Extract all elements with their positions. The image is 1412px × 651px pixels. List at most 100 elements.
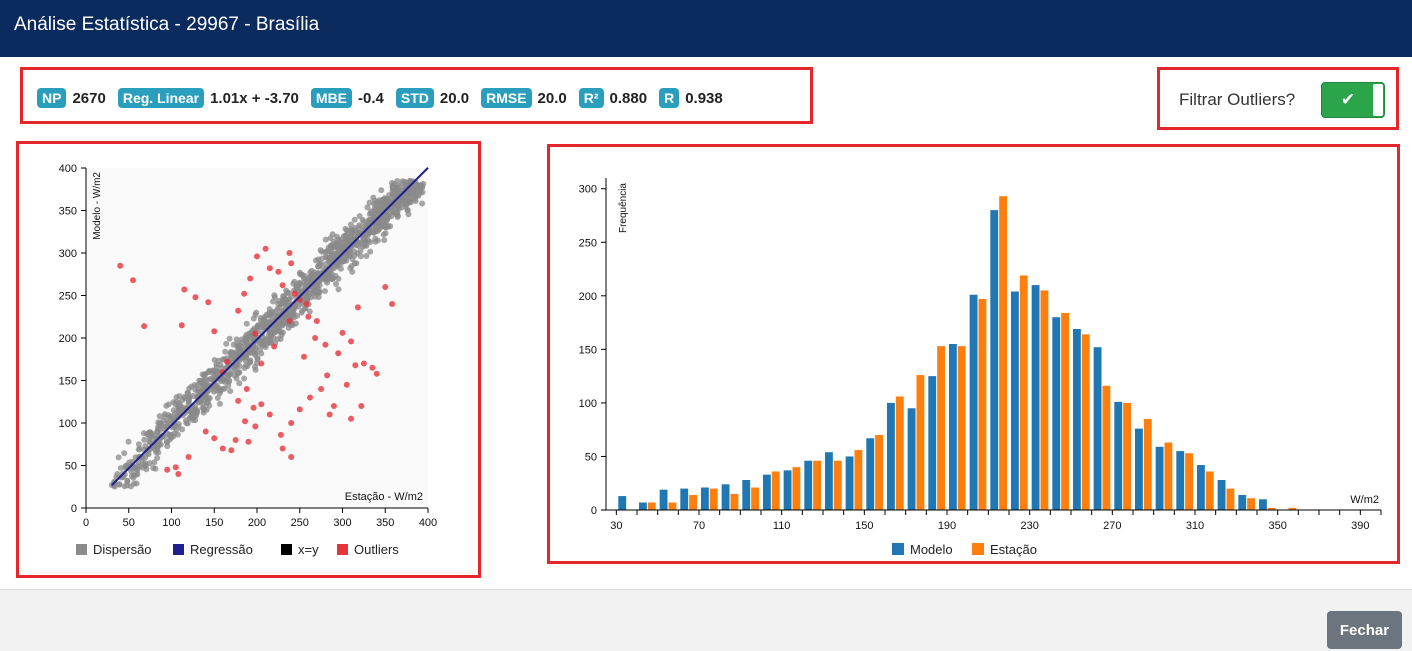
bar-estacao [1288, 507, 1297, 510]
y-tick-label: 300 [579, 184, 597, 196]
bar-modelo [762, 474, 771, 510]
bar-modelo [742, 480, 751, 510]
outlier-point [258, 401, 265, 408]
bar-estacao [1102, 385, 1111, 510]
histogram-chart: 0 50 100 150 200 250 300 30 70 110 150 190 230 270 310… [579, 178, 1382, 557]
x-tick-label: 150 [855, 520, 873, 532]
outlier-point [164, 466, 171, 473]
scatter-point [139, 459, 146, 466]
scatter-point [295, 281, 302, 288]
scatter-point [322, 236, 329, 243]
outlier-point [219, 445, 226, 452]
outlier-point [275, 268, 282, 275]
scatter-point [315, 263, 322, 270]
scatter-point [353, 260, 360, 267]
close-button[interactable]: Fechar [1327, 611, 1402, 649]
scatter-point [236, 369, 243, 376]
outlier-point [141, 323, 148, 330]
x-tick-label: 50 [123, 517, 135, 529]
bar-estacao [647, 502, 656, 510]
np-value: 2670 [72, 89, 106, 107]
y-tick-label: 100 [579, 398, 597, 410]
bar-modelo [1031, 285, 1040, 510]
scatter-point [192, 412, 199, 419]
scatter-point [357, 247, 364, 254]
scatter-point [236, 380, 243, 387]
scatter-point [296, 269, 303, 276]
scatter-point [378, 187, 385, 194]
bar-modelo [1258, 499, 1267, 510]
r-value: 0.938 [685, 89, 723, 107]
legend-swatch [76, 544, 87, 555]
scatter-point [335, 246, 342, 253]
bar-modelo [783, 470, 792, 510]
scatter-point [252, 366, 259, 373]
scatter-point [135, 441, 142, 448]
scatter-point [407, 177, 414, 184]
outlier-point [211, 328, 218, 335]
legend-swatch [173, 544, 184, 555]
y-tick-label: 200 [579, 291, 597, 303]
x-tick-label: 200 [248, 517, 266, 529]
outlier-point [175, 471, 182, 477]
outlier-point [339, 329, 346, 336]
scatter-point [222, 348, 229, 355]
r-badge: R [659, 88, 680, 108]
outlier-point [232, 437, 239, 443]
legend-swatch [972, 543, 984, 555]
rmse-badge: RMSE [481, 88, 532, 108]
outlier-point [262, 245, 269, 252]
outlier-point [348, 338, 355, 345]
scatter-point [163, 438, 170, 445]
scatter-point [186, 394, 193, 401]
scatter-point [333, 280, 340, 287]
scatter-point [275, 297, 282, 304]
outlier-point [360, 360, 367, 367]
scatter-point [115, 454, 122, 461]
bar-modelo [638, 502, 647, 510]
bar-estacao [854, 450, 863, 510]
bar-estacao [1185, 453, 1194, 510]
scatter-panel: 0 50 100 150 200 250 300 350 400 0 50 100 150 200 250 3… [16, 141, 481, 578]
y-tick-label: 250 [579, 237, 597, 249]
scatter-point [254, 356, 261, 363]
legend-label: Dispersão [93, 542, 152, 557]
bar-estacao [1205, 471, 1214, 510]
legend-swatch [281, 544, 292, 555]
scatter-point [274, 305, 281, 312]
scatter-point [141, 436, 148, 443]
scatter-point [202, 376, 209, 383]
outlier-point [277, 431, 284, 438]
y-tick-label: 150 [59, 376, 77, 388]
scatter-point [271, 292, 278, 299]
outlier-point [326, 411, 333, 418]
outlier-point [245, 438, 252, 445]
scatter-point [136, 445, 143, 452]
bar-modelo [1052, 317, 1061, 510]
scatter-point [367, 217, 374, 224]
scatter-point [241, 375, 248, 382]
scatter-point [156, 413, 163, 420]
outlier-point [305, 313, 312, 320]
np-badge: NP [37, 88, 67, 108]
scatter-point [220, 385, 227, 392]
outlier-point [303, 301, 310, 307]
scatter-point [417, 189, 424, 196]
bar-estacao [957, 346, 966, 510]
scatter-point [114, 470, 121, 477]
scatter-point [139, 464, 146, 471]
scatter-point [158, 422, 165, 429]
legend-label: Modelo [910, 542, 953, 557]
scatter-point [349, 256, 356, 263]
filter-outliers-toggle[interactable]: ✔ [1321, 82, 1385, 118]
scatter-point [399, 178, 406, 185]
x-tick-label: 150 [205, 517, 223, 529]
scatter-point [121, 450, 128, 457]
scatter-point [390, 187, 397, 194]
x-tick-label: 110 [773, 520, 791, 532]
bar-estacao [916, 375, 925, 510]
bar-estacao [978, 299, 987, 510]
bar-estacao [999, 196, 1008, 510]
scatter-point [165, 412, 172, 419]
outlier-point [330, 403, 337, 409]
